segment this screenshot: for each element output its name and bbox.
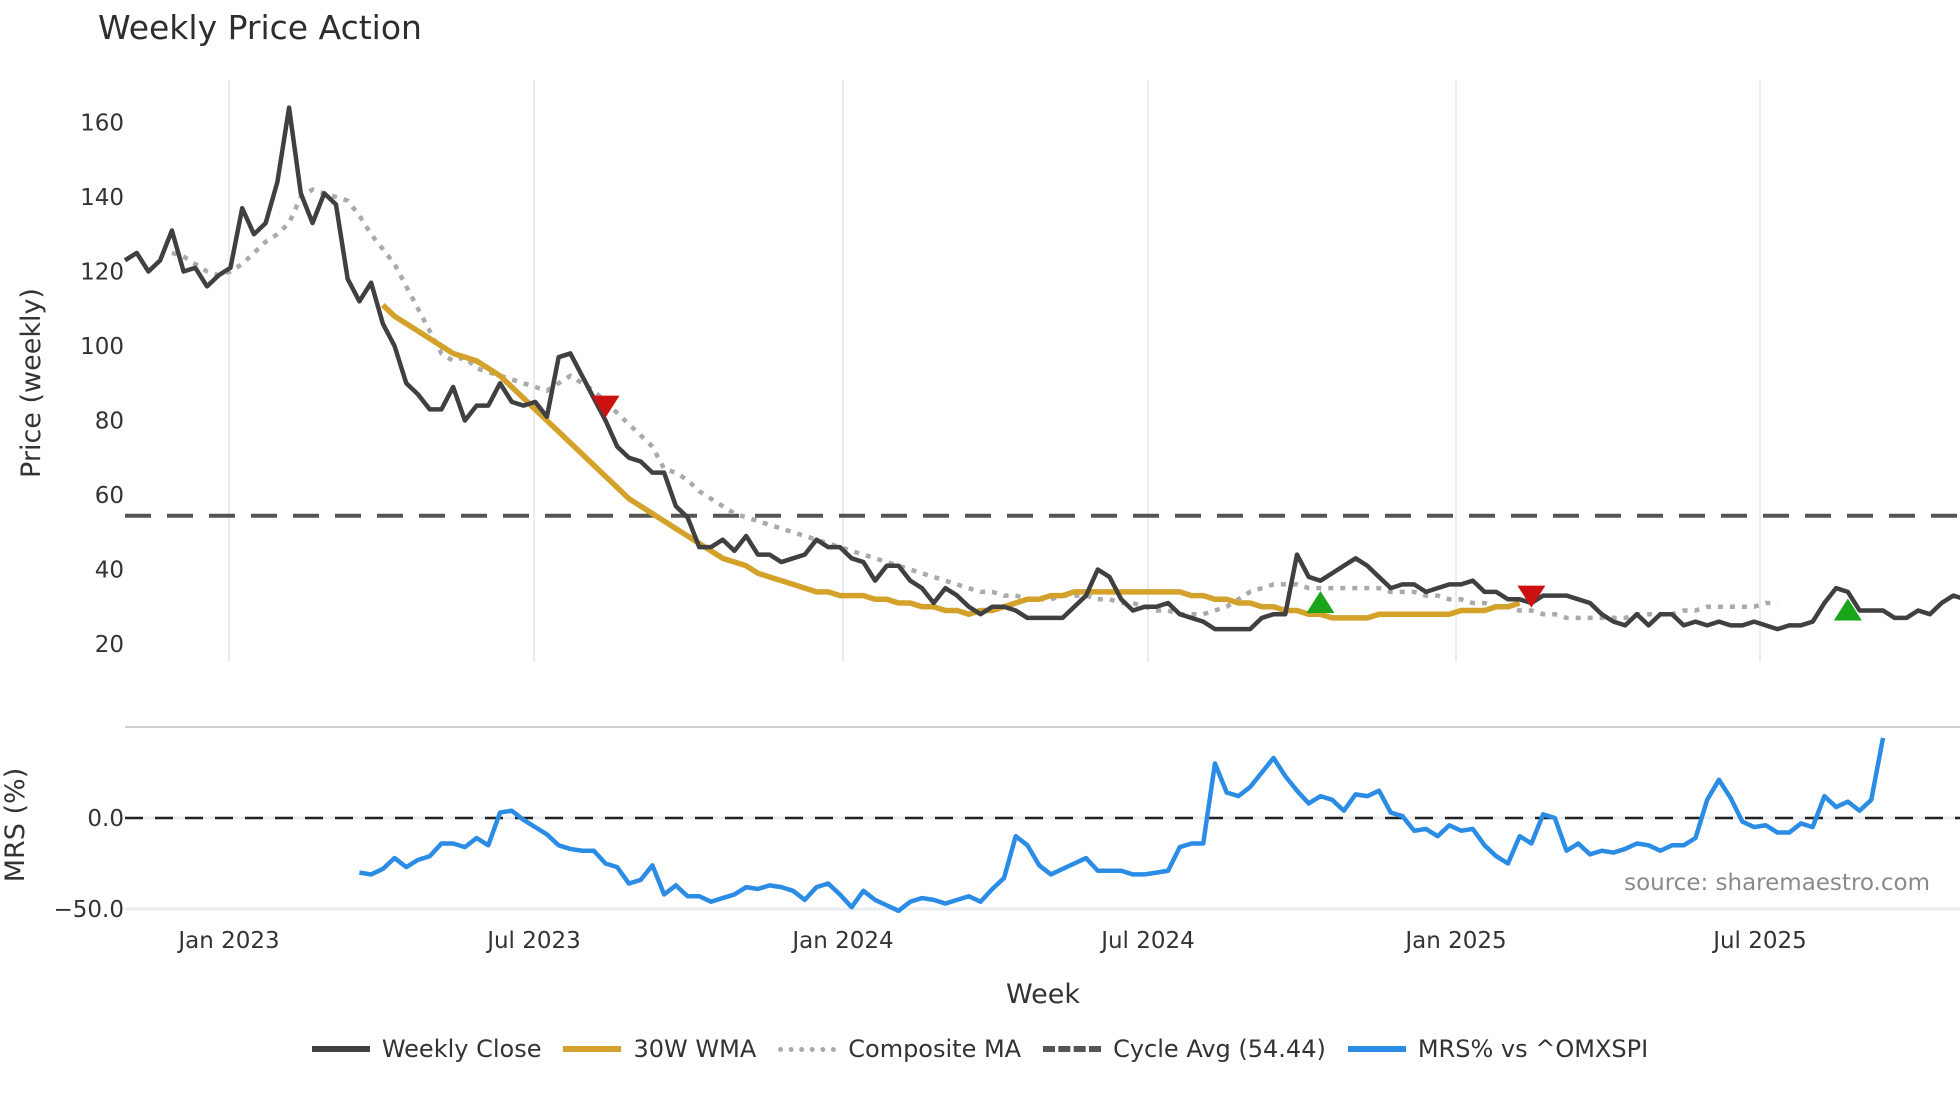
legend-label: 30W WMA xyxy=(633,1035,757,1063)
y-tick-label: 20 xyxy=(95,632,124,658)
price-y-axis-label: Price (weekly) xyxy=(16,288,47,478)
legend-item[interactable]: Weekly Close xyxy=(311,1035,542,1063)
y-tick-label: 160 xyxy=(80,111,124,137)
composite-ma-line xyxy=(171,187,1778,621)
x-tick-label: Jan 2023 xyxy=(176,928,279,954)
buy-signal-marker xyxy=(1306,591,1335,614)
chart-title: Weekly Price Action xyxy=(98,8,422,47)
mrs-y-axis: 0.0 −50.0 xyxy=(54,806,124,923)
source-label: source: sharemaestro.com xyxy=(1624,870,1930,896)
legend-swatch-icon xyxy=(311,1046,370,1052)
weekly-close-line xyxy=(123,105,1960,632)
legend-swatch-icon xyxy=(778,1046,837,1052)
legend-label: MRS% vs ^OMXSPI xyxy=(1417,1035,1649,1063)
legend-label: Weekly Close xyxy=(381,1035,542,1063)
legend-swatch-icon xyxy=(1043,1046,1102,1052)
mrs-tick-label: −50.0 xyxy=(54,897,124,923)
y-tick-label: 60 xyxy=(95,483,124,509)
legend-swatch-icon xyxy=(563,1046,622,1052)
x-tick-label: Jan 2024 xyxy=(790,928,893,954)
legend-item[interactable]: Cycle Avg (54.44) xyxy=(1043,1035,1326,1063)
legend-label: Composite MA xyxy=(848,1035,1022,1063)
y-tick-label: 120 xyxy=(80,260,124,286)
legend-item[interactable]: 30W WMA xyxy=(563,1035,756,1063)
legend-swatch-icon xyxy=(1347,1046,1406,1052)
y-tick-label: 100 xyxy=(80,334,124,360)
y-tick-label: 140 xyxy=(80,185,124,211)
legend-item[interactable]: Composite MA xyxy=(778,1035,1021,1063)
vertical-gridlines xyxy=(228,80,1761,662)
x-tick-label: Jul 2023 xyxy=(485,928,581,954)
x-axis-ticks: Jan 2023 Jul 2023 Jan 2024 Jul 2024 Jan 2025… xyxy=(176,928,1806,954)
x-tick-label: Jul 2025 xyxy=(1711,928,1807,954)
mrs-tick-label: 0.0 xyxy=(87,806,124,832)
signal-markers xyxy=(591,395,1862,621)
mrs-line xyxy=(359,737,1886,914)
price-y-axis: 20 40 60 80 100 120 140 160 xyxy=(80,111,124,659)
y-tick-label: 40 xyxy=(95,558,124,584)
mrs-y-axis-label: MRS (%) xyxy=(0,768,31,883)
y-tick-label: 80 xyxy=(95,409,124,435)
sell-signal-marker xyxy=(1517,585,1546,608)
legend: Weekly Close 30W WMA Composite MA Cycle Avg… xyxy=(0,1035,1960,1063)
wma-30w-line xyxy=(380,303,1521,621)
sell-signal-marker xyxy=(591,395,620,418)
x-tick-label: Jan 2025 xyxy=(1403,928,1506,954)
legend-item[interactable]: MRS% vs ^OMXSPI xyxy=(1347,1035,1649,1063)
x-tick-label: Jul 2024 xyxy=(1099,928,1195,954)
buy-signal-marker xyxy=(1833,598,1862,621)
legend-label: Cycle Avg (54.44) xyxy=(1113,1035,1326,1063)
x-axis-label: Week xyxy=(1006,979,1080,1010)
